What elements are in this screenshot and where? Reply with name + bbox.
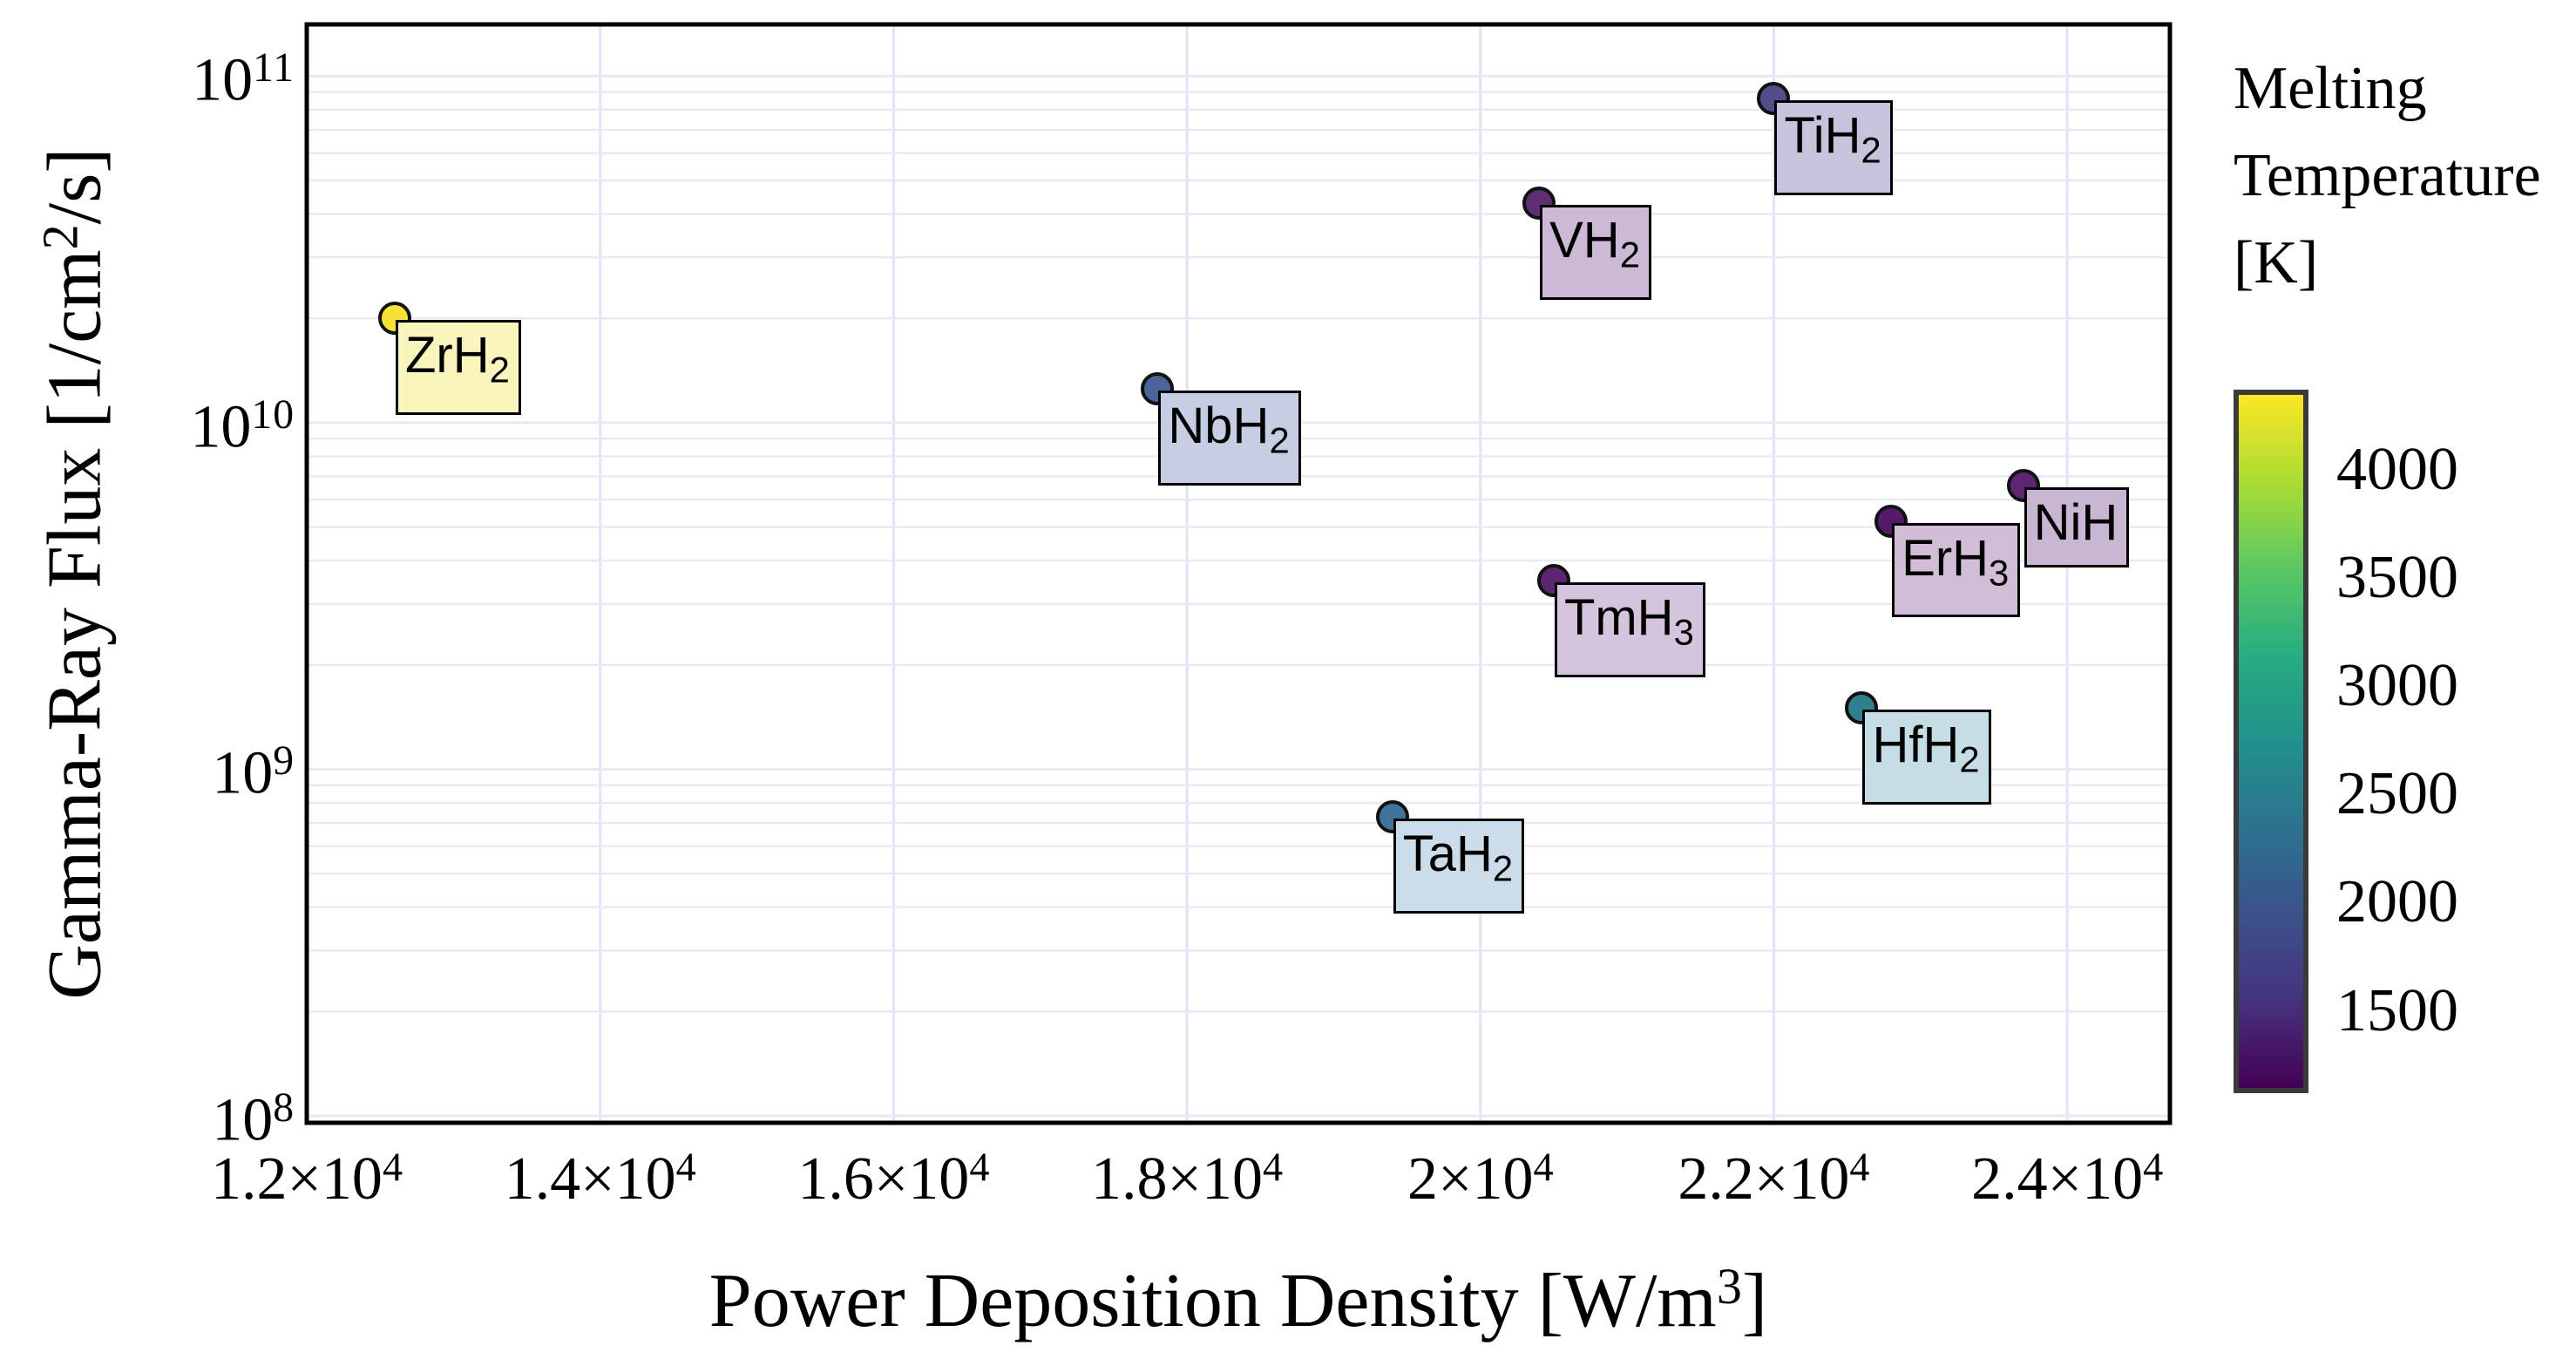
- colorbar: [2234, 390, 2308, 1093]
- colorbar-tick-2000: 2000: [2336, 868, 2458, 936]
- colorbar-tick-4000: 4000: [2336, 435, 2458, 503]
- x-axis-title: Power Deposition Density [W/m3]: [708, 1258, 1768, 1344]
- data-point-dot-TaH2: [1375, 799, 1409, 833]
- colorbar-title-line-1: Melting: [2234, 55, 2427, 122]
- plot-border: [304, 22, 2173, 1125]
- data-point-dot-VH2: [1522, 187, 1556, 221]
- y-axis-title: Gamma-Ray Flux [1/cm2/s]: [31, 147, 118, 1000]
- y-tick-label-1e11: 1011: [192, 45, 295, 114]
- data-point-label-TiH2: TiH2: [1774, 100, 1893, 196]
- data-point-label-VH2: VH2: [1540, 205, 1651, 300]
- colorbar-title-line-2: Temperature: [2234, 142, 2541, 209]
- y-tick-label-1e10: 1010: [190, 391, 295, 461]
- data-point-dot-NbH2: [1141, 372, 1175, 406]
- x-tick-label-24000: 2.4×104: [1971, 1145, 2164, 1213]
- data-point-label-NbH2: NbH2: [1158, 391, 1301, 486]
- data-point-label-ZrH2: ZrH2: [396, 320, 521, 415]
- y-tick-label-1e9: 109: [212, 738, 295, 807]
- colorbar-tick-3500: 3500: [2336, 544, 2458, 612]
- data-point-label-NiH: NiH: [2024, 486, 2130, 567]
- x-tick-label-12000: 1.2×104: [210, 1145, 403, 1213]
- y-tick-label-1e8: 108: [212, 1085, 295, 1154]
- x-tick-label-22000: 2.2×104: [1678, 1145, 1870, 1213]
- colorbar-title: Melting Temperature [K]: [2234, 45, 2541, 307]
- x-tick-label-16000: 1.6×104: [797, 1145, 990, 1213]
- data-point-label-ErH3: ErH3: [1892, 522, 2021, 618]
- x-tick-label-20000: 2×104: [1407, 1145, 1554, 1213]
- colorbar-title-line-3: [K]: [2234, 229, 2319, 296]
- colorbar-tick-1500: 1500: [2336, 976, 2458, 1044]
- x-tick-label-18000: 1.8×104: [1091, 1145, 1284, 1213]
- data-point-label-TmH3: TmH3: [1554, 582, 1705, 677]
- data-point-label-HfH2: HfH2: [1862, 710, 1991, 805]
- data-point-label-TaH2: TaH2: [1393, 818, 1525, 914]
- x-tick-label-14000: 1.4×104: [504, 1145, 696, 1213]
- colorbar-tick-3000: 3000: [2336, 652, 2458, 720]
- colorbar-tick-2500: 2500: [2336, 760, 2458, 828]
